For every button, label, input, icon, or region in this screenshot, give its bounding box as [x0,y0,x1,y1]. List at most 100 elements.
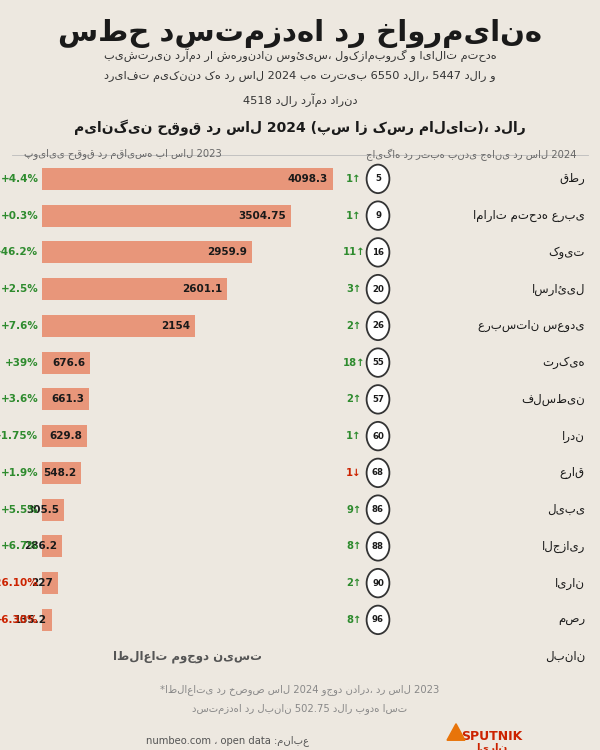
Text: 86: 86 [372,506,384,515]
Text: +7.6%: +7.6% [1,321,38,331]
Circle shape [367,422,389,450]
Bar [42,462,81,484]
Text: 57: 57 [372,394,384,404]
Text: 3504.75: 3504.75 [238,211,286,220]
Text: دریافت می‌کنند که در سال 2024 به ترتیب 6550 دلار، 5447 دلار و: دریافت می‌کنند که در سال 2024 به ترتیب 6… [104,71,496,82]
Text: 3↑: 3↑ [346,284,362,294]
Text: -26.10%: -26.10% [0,578,38,588]
Circle shape [367,606,389,634]
Text: قطر: قطر [559,172,585,185]
Circle shape [367,496,389,524]
Text: 227: 227 [31,578,53,588]
Text: 2↑: 2↑ [346,578,362,588]
Text: 9↑: 9↑ [346,505,362,515]
Text: 661.3: 661.3 [51,394,84,404]
Circle shape [367,458,389,488]
Circle shape [367,165,389,194]
Text: 18↑: 18↑ [343,358,365,368]
Text: 629.8: 629.8 [49,431,82,441]
Text: +0.3%: +0.3% [1,211,38,220]
Text: ایران: ایران [476,743,508,750]
Text: 2↑: 2↑ [346,321,362,331]
Text: 4518 دلار درآمد دارند: 4518 دلار درآمد دارند [243,94,357,107]
Text: امارات متحده عربی: امارات متحده عربی [473,209,585,222]
Bar [42,352,90,374]
Bar [42,499,64,520]
Text: +1.75%: +1.75% [0,431,38,441]
Text: بیشترین درآمد را شهروندان سوئیس، لوکزامبورگ و ایالات متحده: بیشترین درآمد را شهروندان سوئیس، لوکزامب… [104,49,496,62]
Text: *اطلاعاتی در خصوص سال 2024 وجود ندارد، در سال 2023: *اطلاعاتی در خصوص سال 2024 وجود ندارد، د… [160,684,440,695]
Text: فلسطین: فلسطین [521,393,585,406]
Text: کویت: کویت [548,246,585,259]
Text: 4098.3: 4098.3 [288,174,328,184]
Text: 676.6: 676.6 [52,358,85,368]
Text: +1.9%: +1.9% [1,468,38,478]
Text: 2959.9: 2959.9 [208,248,247,257]
Text: 2↑: 2↑ [346,394,362,404]
Text: میانگین حقوق در سال 2024 (پس از کسر مالیات)، دلار: میانگین حقوق در سال 2024 (پس از کسر مالی… [74,120,526,136]
Bar [42,572,58,594]
Text: لبنان: لبنان [545,650,585,663]
Circle shape [367,386,389,414]
Text: 2154: 2154 [161,321,190,331]
Text: سطح دستمزدها در خاورمیانه: سطح دستمزدها در خاورمیانه [58,19,542,48]
Text: 5: 5 [375,175,381,184]
Bar [42,536,62,557]
Text: +39%: +39% [5,358,38,368]
Bar [42,388,89,410]
Bar [42,278,227,300]
Bar [42,425,87,447]
Text: لیبی: لیبی [547,503,585,516]
Text: 88: 88 [372,542,384,550]
Polygon shape [447,724,465,740]
Text: 8↑: 8↑ [346,542,362,551]
Bar [42,315,195,337]
Text: 8↑: 8↑ [346,615,362,625]
Bar [42,242,252,263]
Circle shape [367,532,389,561]
Text: الجزایر: الجزایر [542,540,585,553]
Text: 1↑: 1↑ [346,211,362,220]
Text: +6.7%: +6.7% [1,542,38,551]
Text: numbeo.com ، open data :منابع: numbeo.com ، open data :منابع [146,735,310,746]
Circle shape [367,568,389,597]
Text: 60: 60 [372,432,384,441]
Text: جایگاه در رتبه بندی جهانی در سال 2024: جایگاه در رتبه بندی جهانی در سال 2024 [365,148,576,160]
Circle shape [367,274,389,303]
Circle shape [367,311,389,340]
Text: 20: 20 [372,284,384,293]
Text: ایران: ایران [555,577,585,590]
Text: +46.2%: +46.2% [0,248,38,257]
Text: 96: 96 [372,615,384,624]
Text: 9: 9 [375,211,381,220]
Text: دستمزدها در لبنان 502.75 دلار بوده است: دستمزدها در لبنان 502.75 دلار بوده است [193,704,407,715]
Text: عربستان سعودی: عربستان سعودی [479,320,585,332]
Text: 305.5: 305.5 [26,505,59,515]
Circle shape [367,202,389,229]
Bar [42,205,291,226]
Text: +3.6%: +3.6% [1,394,38,404]
Text: +4.4%: +4.4% [1,174,38,184]
Text: 1↑: 1↑ [346,174,362,184]
Text: 1↑: 1↑ [346,431,362,441]
Text: 548.2: 548.2 [43,468,76,478]
Text: -6.30%: -6.30% [0,615,38,625]
Text: عراق: عراق [560,466,585,479]
Text: 1↓: 1↓ [346,468,362,478]
Text: 286.2: 286.2 [25,542,58,551]
Text: 90: 90 [372,579,384,588]
Text: 68: 68 [372,468,384,478]
Text: 11↑: 11↑ [343,248,365,257]
Text: +5.5%: +5.5% [1,505,38,515]
Bar [42,609,52,631]
Text: اردن: اردن [562,430,585,442]
Bar [42,168,333,190]
Text: 16: 16 [372,248,384,256]
Text: ترکیه: ترکیه [542,356,585,369]
Text: 55: 55 [372,358,384,367]
Text: پویایی حقوق در مقایسه با سال 2023: پویایی حقوق در مقایسه با سال 2023 [24,148,222,160]
Circle shape [367,348,389,376]
Text: 135.2: 135.2 [14,615,47,625]
Text: 26: 26 [372,321,384,330]
Circle shape [367,238,389,266]
